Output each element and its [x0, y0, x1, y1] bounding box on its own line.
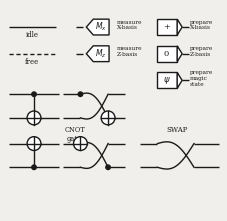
- Circle shape: [101, 111, 114, 125]
- Text: CNOT
gates: CNOT gates: [65, 126, 86, 143]
- Polygon shape: [86, 46, 109, 62]
- Circle shape: [73, 137, 87, 151]
- Text: 0: 0: [163, 50, 168, 58]
- Circle shape: [77, 91, 83, 97]
- Circle shape: [31, 91, 37, 97]
- Bar: [157, 19, 176, 35]
- Text: +: +: [162, 23, 169, 31]
- Text: $\psi$: $\psi$: [162, 75, 169, 86]
- Bar: [157, 72, 176, 88]
- Circle shape: [105, 164, 111, 170]
- Text: prepare
X-basis: prepare X-basis: [189, 20, 212, 30]
- Polygon shape: [86, 19, 109, 35]
- Text: measure
Z-basis: measure Z-basis: [116, 46, 142, 57]
- Text: measure
X-basis: measure X-basis: [116, 20, 142, 30]
- Circle shape: [31, 164, 37, 170]
- Text: free: free: [25, 58, 39, 66]
- Polygon shape: [176, 19, 181, 35]
- Text: SWAP: SWAP: [166, 126, 187, 134]
- Circle shape: [27, 137, 41, 151]
- Text: idle: idle: [25, 31, 38, 39]
- Text: $M_z$: $M_z$: [95, 48, 106, 60]
- Polygon shape: [176, 46, 181, 62]
- Text: prepare
Z-basis: prepare Z-basis: [189, 46, 212, 57]
- Bar: [157, 46, 176, 62]
- Polygon shape: [176, 72, 181, 88]
- Text: $M_x$: $M_x$: [95, 21, 107, 33]
- Text: prepare
magic
state: prepare magic state: [189, 70, 212, 87]
- Circle shape: [27, 111, 41, 125]
